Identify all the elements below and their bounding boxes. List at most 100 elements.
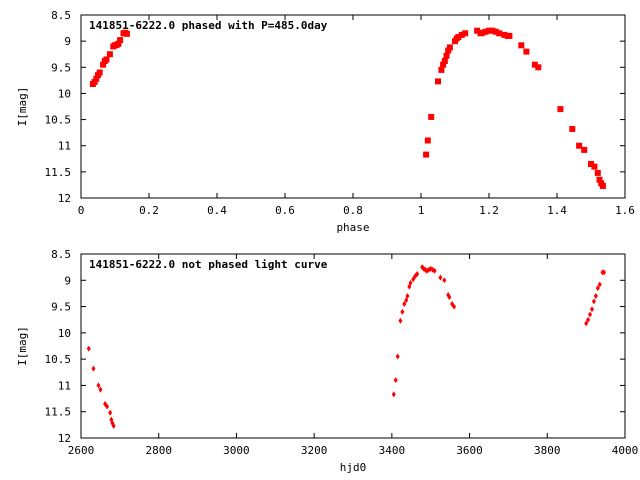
data-point	[458, 31, 465, 38]
y-tick-label: 12	[58, 432, 71, 445]
x-axis-label: phase	[336, 221, 369, 234]
data-point	[443, 52, 450, 59]
phased-light-curve-plot: 0 0.2 0.4 0.6 0.8 1 1.2 1.4 1.6 8.5 9 9.5 10 10.5 11 11…	[16, 9, 635, 234]
data-point	[400, 308, 405, 315]
data-point	[597, 281, 602, 288]
data-point	[103, 56, 110, 63]
data-point	[428, 113, 435, 120]
data-point	[100, 61, 107, 68]
data-point	[535, 64, 542, 71]
data-point	[441, 58, 448, 65]
data-point	[479, 29, 486, 36]
data-point	[474, 27, 481, 34]
data-point	[593, 293, 598, 300]
x-tick-label: 0.8	[343, 204, 363, 217]
data-point	[86, 345, 91, 352]
data-point	[447, 294, 452, 301]
data-point	[594, 169, 601, 176]
data-point	[506, 32, 513, 39]
data-point	[111, 422, 116, 429]
y-tick-label: 11.5	[45, 166, 72, 179]
y-tick-label: 9.5	[51, 301, 71, 314]
data-point	[391, 391, 396, 398]
data-point	[489, 27, 496, 34]
x-tick-label: 0.6	[275, 204, 295, 217]
data-point	[599, 182, 606, 189]
y-tick-label: 12	[58, 192, 71, 205]
x-tick-label: 1.2	[479, 204, 499, 217]
data-point	[96, 69, 103, 76]
data-point	[105, 403, 110, 410]
y-tick-label: 9	[64, 274, 71, 287]
data-point	[398, 317, 403, 324]
y-tick-label: 9	[64, 35, 71, 48]
x-tick-label: 0	[78, 204, 85, 217]
data-point	[415, 270, 420, 277]
data-point	[408, 279, 413, 286]
data-point	[588, 161, 594, 168]
data-point	[395, 353, 400, 360]
x-tick-label: 3000	[223, 444, 250, 457]
data-point	[93, 75, 100, 82]
data-point	[496, 30, 503, 37]
y-tick-label: 8.5	[51, 248, 71, 261]
data-point	[518, 42, 525, 49]
data-point	[462, 30, 469, 37]
x-tick-label: 2600	[68, 444, 95, 457]
data-point	[91, 365, 96, 372]
plot-title: 141851-6222.0 not phased light curve	[89, 258, 328, 271]
data-point	[595, 285, 600, 292]
data-point	[96, 382, 101, 389]
plot-title: 141851-6222.0 phased with P=485.0day	[89, 19, 328, 32]
y-tick-label: 11.5	[45, 406, 72, 419]
y-axis-label: I[mag]	[16, 87, 29, 127]
data-point	[602, 269, 607, 276]
data-point	[591, 298, 596, 305]
plot-frame	[80, 253, 626, 439]
data-point	[581, 146, 588, 153]
data-point	[438, 274, 443, 281]
x-tick-label: 3400	[379, 444, 406, 457]
x-tick-label: 1	[418, 204, 425, 217]
x-tick-label: 4000	[612, 444, 639, 457]
x-tick-label: 3600	[456, 444, 483, 457]
data-point	[442, 277, 447, 284]
x-tick-label: 3200	[301, 444, 328, 457]
y-tick-label: 10	[58, 327, 71, 340]
data-point	[435, 78, 441, 85]
data-point	[596, 176, 603, 183]
data-point	[411, 276, 416, 283]
data-point	[106, 51, 113, 58]
data-point	[557, 106, 564, 113]
data-point	[402, 300, 407, 307]
y-tick-label: 8.5	[51, 9, 71, 22]
data-point	[405, 293, 410, 300]
y-tick-label: 11	[58, 140, 71, 153]
data-point	[440, 61, 447, 68]
y-tick-label: 10.5	[45, 114, 72, 127]
data-point	[91, 78, 98, 85]
data-point	[423, 151, 430, 158]
x-tick-label: 2800	[145, 444, 172, 457]
data-point	[589, 306, 594, 313]
x-tick-label: 0.2	[139, 204, 159, 217]
data-point	[393, 377, 398, 384]
data-point	[123, 30, 130, 37]
data-point	[501, 31, 508, 38]
data-point	[438, 66, 445, 73]
data-point	[445, 47, 452, 54]
data-point	[117, 37, 124, 44]
data-point	[586, 316, 591, 323]
data-point	[98, 386, 103, 393]
data-point	[569, 125, 576, 132]
data-point	[432, 267, 437, 274]
y-tick-label: 11	[58, 379, 71, 392]
data-point	[482, 28, 489, 35]
data-point	[588, 311, 593, 318]
data-point	[108, 409, 113, 416]
data-point	[492, 28, 499, 35]
data-point	[523, 48, 530, 55]
y-tick-label: 9.5	[51, 61, 71, 74]
y-tick-label: 10	[58, 87, 71, 100]
